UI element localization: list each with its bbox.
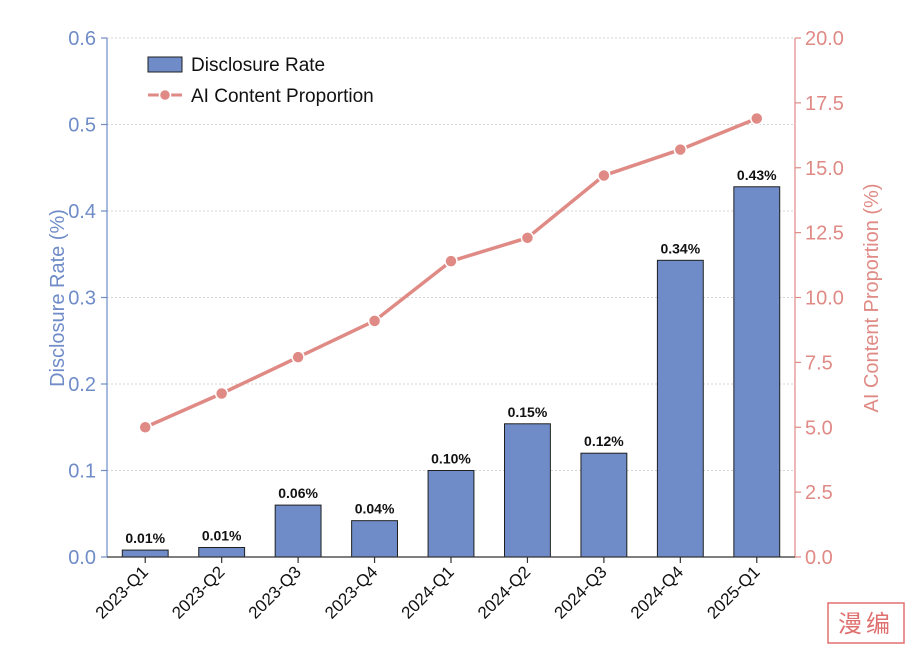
- x-tick-label: 2023-Q3: [245, 562, 305, 622]
- right-axis-ticks: 0.0 2.5 5.0 7.5 10.0 12.5 15.0 17.5 20.0: [795, 28, 844, 569]
- bar-2023-Q1: [121, 549, 169, 558]
- x-tick-label: 2023-Q4: [321, 562, 381, 622]
- bar-label-2023-Q3: 0.06%: [278, 485, 318, 501]
- right-tick-label: 2.5: [805, 482, 833, 504]
- left-tick-label: 0.6: [68, 28, 96, 50]
- bar-2023-Q4: [351, 520, 398, 558]
- left-tick-label: 0.2: [68, 374, 96, 396]
- right-tick-label: 7.5: [805, 352, 833, 374]
- bar-label-2023-Q2: 0.01%: [202, 527, 242, 543]
- right-tick-label: 15.0: [805, 158, 844, 180]
- bar-label-2023-Q4: 0.04%: [355, 501, 395, 517]
- x-tick-label: 2024-Q3: [550, 562, 610, 622]
- line-series: [138, 111, 764, 434]
- right-tick-label: 20.0: [805, 28, 844, 50]
- bar-2024-Q3: [580, 452, 628, 558]
- right-tick-label: 17.5: [805, 93, 844, 115]
- bar-label-2024-Q2: 0.15%: [508, 404, 548, 420]
- left-tick-label: 0.5: [68, 115, 96, 137]
- x-tick-label: 2024-Q2: [474, 562, 534, 622]
- bar-2024-Q4: [656, 259, 704, 558]
- line-point-2023-Q4: [367, 314, 382, 328]
- right-tick-label: 10.0: [805, 288, 844, 310]
- line-point-2025-Q1: [750, 111, 764, 126]
- x-axis-ticks: 2023-Q1 2023-Q2 2023-Q3 2023-Q4 2024-Q1 2024-…: [92, 557, 764, 623]
- line-point-2023-Q1: [138, 420, 152, 434]
- bar-label-2024-Q1: 0.10%: [431, 451, 471, 467]
- line-point-2023-Q2: [214, 386, 229, 401]
- line-point-2023-Q3: [291, 350, 305, 364]
- left-tick-label: 0.0: [68, 547, 96, 569]
- bar-data-labels: 0.01% 0.01% 0.06% 0.04% 0.10% 0.15% 0.12% 0.34%…: [125, 167, 777, 546]
- line-point-2024-Q1: [444, 254, 458, 268]
- bar-label-2024-Q3: 0.12%: [584, 433, 624, 449]
- legend-label-ai-content-proportion: AI Content Proportion: [191, 86, 374, 107]
- x-tick-label: 2024-Q4: [627, 562, 687, 622]
- watermark-text: 漫编: [838, 611, 894, 638]
- x-tick-label: 2025-Q1: [703, 562, 763, 622]
- bar-2024-Q2: [504, 423, 551, 558]
- bar-2023-Q2: [198, 546, 246, 558]
- left-tick-label: 0.4: [68, 201, 96, 223]
- bar-label-2023-Q1: 0.01%: [125, 530, 165, 546]
- left-axis-title: Disclosure Rate (%): [47, 209, 69, 387]
- bar-2024-Q1: [427, 470, 475, 558]
- bar-label-2024-Q4: 0.34%: [660, 240, 700, 256]
- legend-label-disclosure-rate: Disclosure Rate: [191, 55, 325, 76]
- line-point-2024-Q3: [597, 168, 611, 183]
- x-tick-label: 2023-Q1: [92, 562, 152, 622]
- line-point-2024-Q2: [520, 231, 535, 245]
- legend-line-marker: [158, 88, 172, 102]
- right-axis-title: AI Content Proportion (%): [861, 184, 883, 413]
- right-tick-label: 5.0: [805, 417, 833, 439]
- line-point-2024-Q4: [673, 142, 688, 157]
- bar-2025-Q1: [733, 186, 781, 558]
- legend: Disclosure Rate AI Content Proportion: [147, 55, 374, 107]
- bar-series: [121, 186, 781, 558]
- bar-label-2025-Q1: 0.43%: [737, 167, 777, 183]
- right-tick-label: 0.0: [805, 547, 833, 569]
- x-tick-label: 2024-Q1: [398, 562, 458, 622]
- left-tick-label: 0.1: [68, 461, 96, 483]
- legend-bar-swatch: [147, 56, 183, 73]
- watermark-stamp: 漫编: [827, 602, 905, 644]
- bar-2023-Q3: [274, 504, 322, 558]
- left-tick-label: 0.3: [68, 288, 96, 310]
- x-tick-label: 2023-Q2: [168, 562, 228, 622]
- left-axis-ticks: 0.0 0.1 0.2 0.3 0.4 0.5 0.6: [68, 28, 107, 569]
- right-tick-label: 12.5: [805, 223, 844, 245]
